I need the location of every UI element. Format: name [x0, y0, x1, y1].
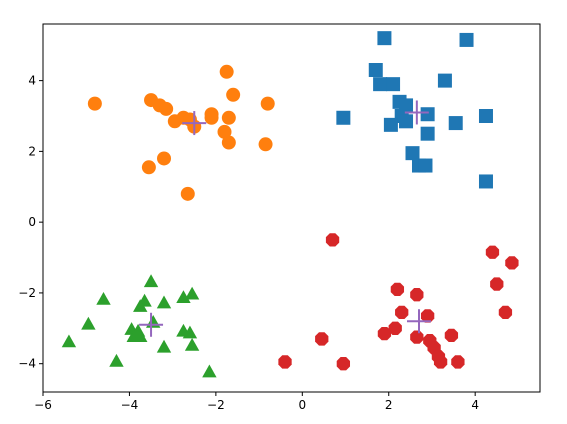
- series-3-point-18: [109, 353, 124, 367]
- x-tick-label: 0: [298, 398, 306, 412]
- series-2-point-18: [157, 151, 172, 166]
- series-3-point-16: [156, 339, 172, 353]
- series-2-point-4: [159, 101, 174, 116]
- series-2-point-11: [219, 64, 234, 79]
- series-4-point-7: [498, 305, 513, 320]
- series-1-point-2: [459, 32, 474, 47]
- series-1-point-8: [399, 98, 414, 113]
- series-2-point-20: [180, 186, 195, 201]
- series-3-point-14: [182, 325, 198, 339]
- series-4-point-4: [485, 245, 500, 259]
- x-tick-label: 2: [385, 398, 393, 412]
- cluster-center-3: [139, 312, 164, 337]
- cluster-center-2: [182, 111, 207, 136]
- series-3-point-5: [184, 286, 200, 300]
- series-3-point-20: [130, 323, 146, 337]
- series-1-point-14: [448, 116, 463, 131]
- series-4-point-18: [451, 355, 465, 369]
- series-3-point-2: [96, 292, 111, 305]
- series-4-point-8: [395, 305, 409, 320]
- cluster-center-4: [406, 309, 431, 334]
- series-1-point-12: [383, 117, 398, 132]
- series-4-point-17: [433, 355, 448, 369]
- series-1-point-5: [386, 77, 401, 92]
- series-4-point-1: [325, 233, 340, 247]
- y-tick-label: −2: [18, 286, 36, 300]
- series-4-point-2: [390, 282, 405, 297]
- series-4-point-15: [444, 328, 459, 343]
- series-1-point-20: [478, 174, 493, 189]
- series-1-point-17: [405, 146, 420, 161]
- cluster-centers-layer: [139, 100, 431, 337]
- series-4-point-6: [490, 277, 504, 291]
- x-tick-label: −4: [121, 398, 139, 412]
- series-1-point-1: [377, 31, 392, 46]
- cluster-center-1: [404, 100, 429, 125]
- series-3-point-4: [176, 290, 191, 304]
- series-2-point-15: [221, 135, 236, 150]
- series-1-point-6: [437, 73, 452, 88]
- y-tick-label: 4: [28, 74, 36, 88]
- series-2-point-13: [221, 110, 236, 125]
- series-2-point-17: [258, 137, 273, 152]
- series-1-point-13: [399, 114, 414, 129]
- y-tick-label: 0: [28, 215, 36, 229]
- series-1-point-15: [478, 109, 493, 123]
- series-3-point-17: [184, 338, 200, 351]
- x-axis: −6 −4 −2 0 2 4: [34, 392, 479, 412]
- series-3-point-1: [143, 274, 159, 288]
- series-1-point-10: [420, 107, 435, 122]
- x-tick-label: −6: [34, 398, 52, 412]
- series-2-point-12: [226, 87, 241, 102]
- x-tick-label: 4: [471, 398, 479, 412]
- series-3-point-8: [81, 316, 96, 330]
- series-1-point-4: [373, 77, 388, 92]
- x-tick-label: −2: [207, 398, 225, 412]
- series-1-point-16: [420, 126, 435, 141]
- series-3-point-9: [146, 315, 161, 328]
- series-4-point-5: [505, 256, 519, 270]
- series-4-point-20: [336, 357, 351, 371]
- y-tick-label: −4: [18, 357, 36, 371]
- y-tick-label: 2: [28, 144, 36, 158]
- series-2-point-16: [260, 96, 275, 111]
- series-3-point-7: [133, 299, 148, 312]
- series-1-point-3: [368, 63, 383, 77]
- series-4-point-21: [278, 355, 292, 369]
- series-4-point-19: [315, 332, 329, 346]
- series-2-point-10: [204, 110, 219, 125]
- series-4-point-12: [410, 330, 424, 344]
- series-3-point-6: [156, 295, 172, 309]
- plot-frame: [42, 23, 541, 393]
- series-2-point-14: [217, 124, 232, 139]
- series-4-point-11: [377, 326, 392, 341]
- series-3-point-15: [61, 334, 77, 348]
- series-2-point-1: [87, 96, 102, 111]
- series-3-point-19: [202, 364, 217, 378]
- series-1-point-19: [418, 158, 433, 173]
- series-4-point-10: [388, 321, 402, 335]
- series-4-point-9: [420, 309, 435, 323]
- y-axis: −4 −2 0 2 4: [18, 74, 43, 371]
- series-2-point-19: [141, 160, 156, 175]
- points-layer: [61, 31, 519, 378]
- series-4-point-3: [410, 288, 424, 302]
- series-1-point-11: [336, 110, 351, 125]
